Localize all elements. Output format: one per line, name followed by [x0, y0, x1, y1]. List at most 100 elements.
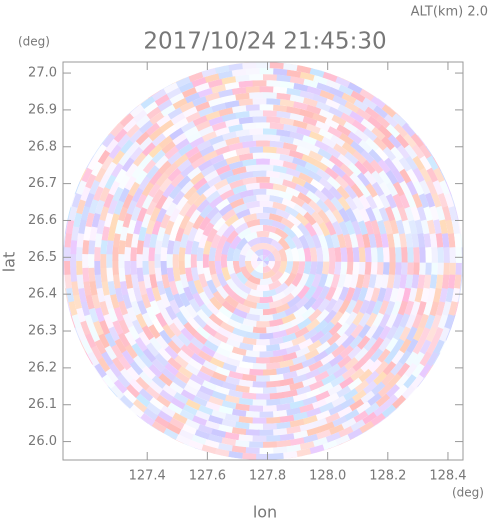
echo-cell — [322, 71, 340, 83]
echo-cell — [350, 389, 367, 404]
echo-cell — [100, 252, 107, 269]
echo-cell — [174, 226, 186, 242]
echo-cell — [76, 259, 83, 275]
echo-cell — [166, 252, 173, 269]
echo-cell — [337, 299, 351, 316]
echo-cell — [97, 148, 112, 165]
echo-cell — [83, 224, 92, 241]
echo-cell — [326, 146, 343, 160]
echo-cell — [209, 409, 227, 420]
echo-cell — [268, 355, 284, 364]
echo-cell — [186, 130, 203, 144]
echo-cell — [209, 134, 226, 146]
echo-cell — [288, 381, 304, 392]
echo-cell — [289, 131, 306, 141]
echo-cell — [359, 88, 376, 103]
echo-cell — [364, 324, 378, 341]
echo-cell — [190, 155, 207, 170]
echo-cell — [268, 299, 284, 309]
echo-cell — [242, 62, 259, 70]
echo-cell — [256, 230, 271, 238]
echo-cell — [262, 269, 276, 280]
echo-cell — [271, 291, 287, 303]
echo-cell — [138, 225, 148, 242]
echo-cell — [264, 435, 281, 442]
echo-cell — [184, 303, 198, 319]
echo-cell — [336, 124, 353, 138]
echo-cell — [108, 143, 123, 160]
echo-cell — [455, 261, 462, 277]
echo-cell — [168, 279, 179, 296]
echo-cell — [79, 318, 91, 336]
echo-cell — [338, 345, 354, 360]
echo-cell — [378, 313, 391, 330]
echo-cell — [262, 288, 277, 298]
x-unit: (deg) — [452, 486, 484, 500]
x-tick-label: 127.6 — [189, 469, 226, 484]
echo-cell — [406, 261, 414, 277]
echo-cell — [321, 261, 330, 276]
echo-cell — [365, 137, 381, 153]
echo-cell — [205, 301, 220, 316]
echo-cell — [395, 133, 411, 150]
echo-cell — [203, 400, 221, 412]
echo-cell — [404, 313, 417, 331]
echo-cell — [304, 161, 321, 174]
echo-cell — [159, 118, 176, 133]
echo-cell — [218, 88, 235, 98]
echo-cell — [161, 194, 175, 211]
echo-cell — [334, 175, 350, 190]
echo-cell — [418, 351, 432, 368]
echo-cell — [248, 288, 263, 298]
echo-cell — [439, 180, 451, 197]
echo-cell — [112, 185, 125, 202]
echo-cell — [90, 343, 103, 361]
echo-cell — [203, 239, 213, 255]
echo-cell — [279, 153, 295, 164]
echo-cell — [130, 272, 140, 289]
echo-cell — [334, 261, 342, 276]
echo-cell — [290, 283, 304, 298]
echo-cell — [222, 283, 236, 298]
echo-cell — [252, 98, 269, 105]
echo-cell — [184, 398, 201, 411]
echo-cell — [251, 399, 267, 406]
echo-cell — [376, 261, 384, 277]
echo-cell — [373, 360, 389, 377]
echo-cell — [106, 238, 114, 255]
echo-cell — [222, 224, 236, 239]
echo-cell — [232, 184, 248, 195]
echo-cell — [88, 197, 100, 215]
echo-cell — [247, 404, 263, 412]
echo-cell — [116, 132, 132, 149]
echo-cell — [82, 238, 90, 255]
echo-cell — [311, 273, 322, 289]
echo-cell — [127, 218, 137, 235]
echo-cell — [336, 426, 354, 439]
echo-cell — [385, 325, 398, 342]
echo-cell — [385, 193, 398, 210]
echo-cell — [283, 304, 300, 317]
echo-cell — [417, 313, 430, 331]
echo-cell — [94, 142, 109, 159]
echo-cell — [247, 386, 263, 394]
echo-cell — [89, 178, 101, 195]
echo-cell — [165, 200, 178, 217]
echo-cell — [140, 94, 157, 109]
echo-cell — [268, 318, 284, 328]
echo-cell — [349, 367, 365, 383]
echo-cell — [331, 164, 347, 179]
echo-cell — [259, 104, 275, 111]
echo-cell — [241, 318, 257, 327]
echo-cell — [228, 142, 245, 152]
echo-cell — [346, 261, 354, 276]
echo-cell — [351, 287, 362, 303]
echo-cell — [214, 260, 223, 275]
echo-cell — [166, 266, 175, 282]
echo-cell — [345, 207, 358, 224]
echo-cell — [148, 143, 164, 159]
echo-cell — [142, 245, 150, 261]
echo-cell — [369, 381, 386, 397]
echo-cell — [283, 63, 300, 72]
echo-cell — [118, 366, 134, 383]
